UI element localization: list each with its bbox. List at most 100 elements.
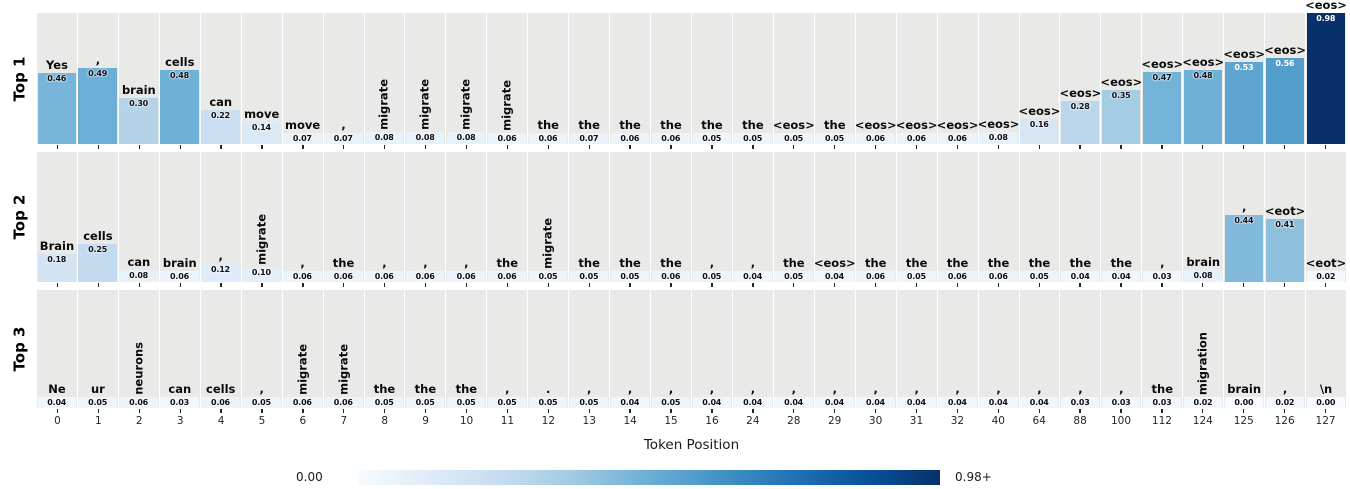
token-label: the bbox=[373, 381, 396, 396]
x-tick-label: 112 bbox=[1151, 415, 1172, 427]
colorbar-max-label: 0.98+ bbox=[955, 470, 992, 484]
probability-bar: 0.05 bbox=[528, 397, 568, 408]
token-column: 0.04, bbox=[856, 290, 897, 408]
bar-value: 0.04 bbox=[784, 397, 804, 407]
probability-bar: 0.05 bbox=[528, 271, 568, 282]
bar-value: 0.06 bbox=[947, 271, 967, 281]
probability-bar: 0.06 bbox=[405, 271, 445, 282]
token-column: 0.08 migrate bbox=[405, 13, 447, 144]
bar-value: 0.02 bbox=[1316, 271, 1336, 281]
token-column: 0.04 the bbox=[1060, 152, 1102, 282]
x-tick-label: 16 bbox=[705, 415, 719, 427]
token-column: 0.03 the bbox=[1142, 290, 1184, 408]
token-label: , bbox=[259, 381, 264, 396]
token-label: , bbox=[791, 381, 797, 396]
probability-bar: 0.06 bbox=[446, 271, 486, 282]
bar-value: 0.05 bbox=[579, 397, 599, 407]
probability-bar: 0.05 bbox=[446, 397, 486, 408]
token-label: , bbox=[464, 255, 469, 270]
probability-bar: 0.06 bbox=[487, 271, 527, 282]
bar-value: 0.05 bbox=[702, 271, 722, 281]
probability-bar: 0.04 bbox=[856, 397, 895, 408]
token-column: 0.05 the bbox=[897, 152, 938, 282]
probability-bar: 0.07 bbox=[324, 133, 363, 144]
bar-value: 0.05 bbox=[1029, 271, 1049, 281]
token-column: 0.06 the bbox=[979, 152, 1020, 282]
bar-value: 0.48 bbox=[170, 70, 189, 80]
bar-value: 0.30 bbox=[129, 98, 149, 108]
probability-bar: 0.06 bbox=[651, 271, 690, 282]
row-label-top-3: Top 3 bbox=[2, 290, 36, 408]
bar-value: 0.06 bbox=[620, 133, 640, 143]
token-column: 0.06 brain bbox=[160, 152, 201, 282]
token-column: 0.05. bbox=[528, 290, 570, 408]
token-label: the bbox=[864, 255, 887, 270]
bar-value: 0.46 bbox=[47, 73, 67, 83]
token-label: migrate bbox=[458, 79, 473, 130]
probability-bar: 0.04 bbox=[610, 397, 650, 408]
token-column: 0.30 brain bbox=[119, 13, 160, 144]
token-label: , bbox=[382, 255, 387, 270]
row-label-text: Top 1 bbox=[10, 56, 29, 101]
token-column: 0.05 the bbox=[610, 152, 652, 282]
bar-value: 0.04 bbox=[906, 397, 926, 407]
token-column: 0.05, bbox=[651, 290, 692, 408]
probability-bar: 0.00 bbox=[1306, 397, 1345, 408]
bar-value: 0.08 bbox=[129, 270, 149, 280]
token-label: migrate bbox=[376, 79, 391, 130]
probability-bar: 0.35 bbox=[1101, 90, 1141, 144]
probability-bar: 0.48 bbox=[160, 70, 199, 144]
probability-bar: 0.05 bbox=[1020, 271, 1059, 282]
probability-bar: 0.06 bbox=[651, 133, 690, 144]
bar-value: 0.06 bbox=[661, 271, 681, 281]
token-label: , bbox=[586, 381, 592, 396]
token-label: , bbox=[709, 381, 715, 396]
token-label: <eot> bbox=[1305, 255, 1347, 270]
token-label: Yes bbox=[46, 57, 68, 72]
token-label: <eos> bbox=[977, 116, 1020, 131]
token-label: <eos> bbox=[772, 117, 815, 132]
bar-value: 0.06 bbox=[456, 271, 476, 281]
x-axis-title: Token Position bbox=[643, 437, 740, 453]
probability-bar: 0.05 bbox=[569, 271, 609, 282]
token-label: migrate bbox=[294, 344, 309, 395]
token-label: neurons bbox=[131, 342, 146, 395]
bar-value: 0.04 bbox=[1070, 271, 1090, 281]
bar-value: 0.06 bbox=[538, 133, 558, 143]
token-column: 0.06 the bbox=[528, 13, 570, 144]
x-tick-label: 11 bbox=[500, 415, 515, 427]
token-label: <eos> bbox=[936, 117, 979, 132]
token-label: can bbox=[127, 254, 151, 269]
x-tick-label: 2 bbox=[135, 415, 143, 427]
bar-value: 0.05 bbox=[579, 271, 599, 281]
probability-bar: 0.05 bbox=[774, 271, 813, 282]
bar-value: 0.48 bbox=[1193, 70, 1213, 80]
token-label: <eot> bbox=[1264, 203, 1306, 218]
probability-bar: 0.06 bbox=[283, 271, 322, 282]
x-tick-label: 13 bbox=[582, 415, 596, 427]
probability-bar: 0.03 bbox=[160, 397, 199, 408]
x-tick-label: 0 bbox=[54, 415, 61, 427]
probability-bar: 0.16 bbox=[1020, 119, 1059, 144]
token-column: 0.06 the bbox=[487, 152, 529, 282]
probability-bar: 0.05 bbox=[365, 397, 404, 408]
token-column: 0.06 migrate bbox=[283, 290, 324, 408]
token-column: 0.04 the bbox=[1101, 152, 1143, 282]
token-column: 0.04, bbox=[733, 290, 774, 408]
x-tick-label: 29 bbox=[827, 415, 842, 427]
x-tick-label: 9 bbox=[422, 415, 429, 427]
token-column: 0.06, bbox=[365, 152, 406, 282]
bar-value: 0.05 bbox=[497, 397, 517, 407]
bar-value: 0.16 bbox=[1029, 119, 1049, 129]
probability-bar: 0.02 bbox=[1306, 271, 1345, 282]
token-column: 0.03, bbox=[1060, 290, 1102, 408]
bar-value: 0.05 bbox=[538, 397, 558, 407]
probability-bar: 0.04 bbox=[692, 397, 731, 408]
token-label: move bbox=[244, 106, 280, 121]
x-tick-label: 1 bbox=[95, 415, 102, 427]
token-label: <eos> bbox=[895, 117, 938, 132]
token-label: the bbox=[1069, 255, 1092, 270]
token-label: the bbox=[578, 255, 600, 270]
bar-value: 0.41 bbox=[1275, 219, 1295, 229]
